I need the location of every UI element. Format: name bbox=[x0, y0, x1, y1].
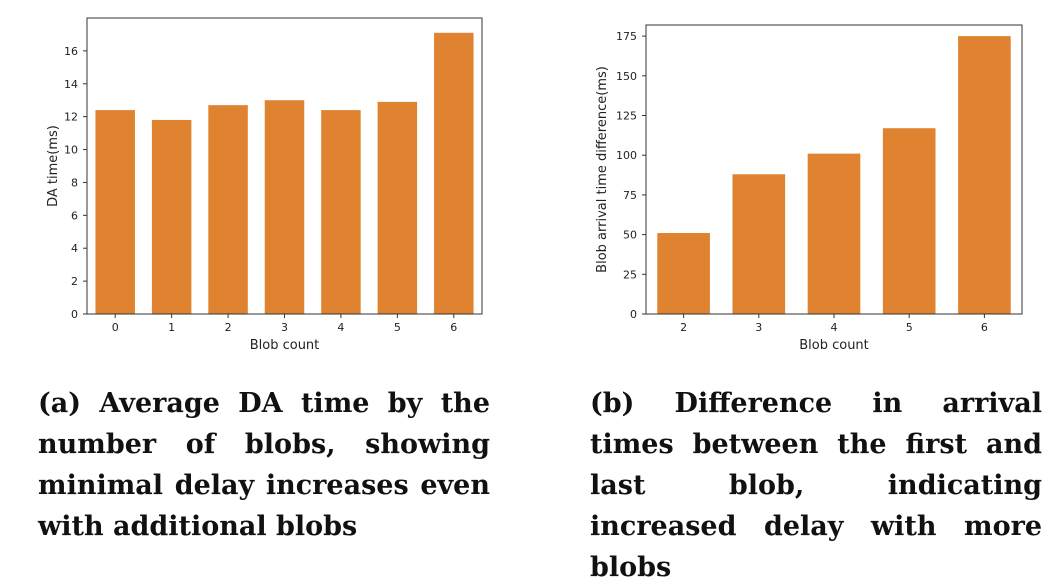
y-tick-label: 50 bbox=[623, 229, 637, 242]
plot-frame bbox=[645, 24, 1023, 315]
bar bbox=[151, 119, 192, 314]
y-tick-label: 6 bbox=[71, 209, 78, 222]
y-tick-label: 8 bbox=[71, 176, 78, 189]
y-tick-label: 12 bbox=[64, 111, 78, 124]
bar bbox=[95, 110, 135, 314]
y-tick-label: 100 bbox=[616, 149, 637, 162]
x-tick-label: 1 bbox=[168, 321, 175, 334]
bar bbox=[377, 101, 418, 314]
x-tick-label: 4 bbox=[337, 321, 344, 334]
y-tick-label: 10 bbox=[64, 144, 78, 157]
y-tick-label: 14 bbox=[64, 78, 78, 91]
y-axis-label: Blob arrival time difference(ms) bbox=[595, 66, 610, 273]
x-tick-label: 3 bbox=[281, 321, 288, 334]
bar bbox=[321, 110, 361, 314]
bar bbox=[807, 153, 861, 314]
y-tick-label: 16 bbox=[64, 45, 78, 58]
x-tick-label: 3 bbox=[755, 321, 762, 334]
bar bbox=[958, 36, 1011, 314]
x-tick-label: 0 bbox=[112, 321, 119, 334]
x-tick-label: 5 bbox=[394, 321, 401, 334]
chart-b-plot: 2 3 4 5 6 0 25 50 75 100 125 150 175 Blob count Blob a… bbox=[595, 24, 1023, 353]
x-tick-label: 2 bbox=[680, 321, 687, 334]
x-axis-label: Blob count bbox=[799, 338, 869, 353]
y-tick-label: 4 bbox=[71, 242, 78, 255]
y-tick-label: 25 bbox=[623, 268, 637, 281]
x-tick-label: 6 bbox=[450, 321, 457, 334]
bar bbox=[732, 174, 786, 314]
y-tick-label: 2 bbox=[71, 275, 78, 288]
x-axis-label: Blob count bbox=[250, 338, 320, 353]
chart-b: 2 3 4 5 6 0 25 50 75 100 125 150 175 Blob count Blob a… bbox=[595, 24, 1023, 353]
bar bbox=[434, 32, 474, 315]
plot-frame bbox=[86, 17, 483, 315]
y-tick-label: 0 bbox=[630, 308, 637, 321]
bar bbox=[657, 233, 710, 314]
x-tick-label: 6 bbox=[981, 321, 988, 334]
caption-a: (a) Average DA time by the number of blo… bbox=[38, 388, 490, 542]
y-tick-label: 125 bbox=[616, 110, 637, 123]
x-tick-label: 5 bbox=[906, 321, 913, 334]
y-axis-label: DA time(ms) bbox=[46, 125, 61, 207]
bar bbox=[882, 128, 936, 314]
bar bbox=[208, 105, 248, 315]
y-tick-label: 0 bbox=[71, 308, 78, 321]
bar bbox=[264, 100, 305, 314]
x-tick-label: 4 bbox=[831, 321, 838, 334]
y-tick-label: 75 bbox=[623, 189, 637, 202]
x-tick-label: 2 bbox=[225, 321, 232, 334]
caption-b: (b) Difference in arrival times between … bbox=[590, 388, 1042, 583]
y-tick-label: 150 bbox=[616, 70, 637, 83]
y-tick-label: 175 bbox=[616, 30, 637, 43]
